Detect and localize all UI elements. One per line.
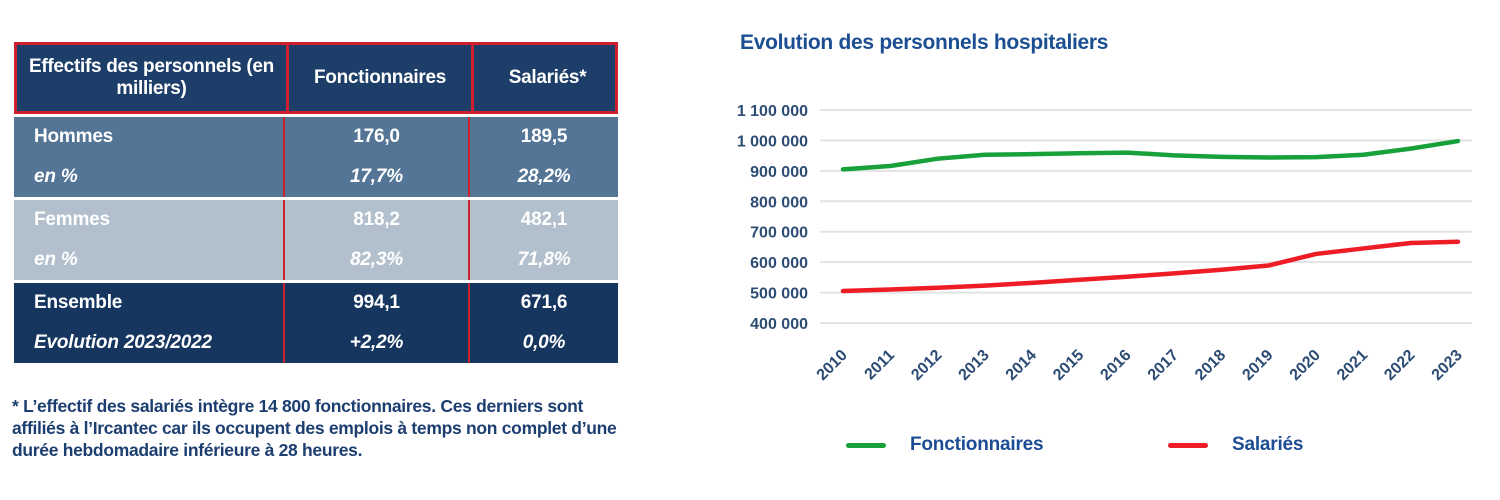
x-tick-label: 2021 — [1334, 347, 1371, 384]
legend-label-salaries: Salariés — [1232, 434, 1304, 455]
x-tick-label: 2019 — [1239, 347, 1276, 384]
row-value-fonctionnaires: 994,1 — [283, 283, 468, 323]
legend-swatch-salaries — [1168, 442, 1208, 448]
chart-title: Evolution des personnels hospitaliers — [740, 31, 1109, 54]
y-tick-label: 1 100 000 — [737, 103, 808, 120]
legend-item-salaries: Salariés — [1168, 434, 1303, 456]
row-label: Evolution 2023/2022 — [34, 332, 212, 353]
table-section-femmes: Femmes 818,2 482,1 en % 82,3% 71,8% — [14, 200, 618, 280]
y-tick-label: 700 000 — [750, 225, 808, 242]
x-tick-label: 2014 — [1003, 347, 1040, 384]
table-header-fonctionnaires: Fonctionnaires — [286, 45, 471, 111]
row-value-salaries: 71,8% — [468, 240, 618, 280]
table-header-effectifs: Effectifs des personnels (en milliers) — [28, 56, 274, 99]
table-row: en % 17,7% 28,2% — [14, 157, 618, 197]
row-value-salaries: 671,6 — [468, 283, 618, 323]
row-label: en % — [34, 166, 78, 187]
chart-area: 1 100 000 1 000 000 900 000 800 000 700 000 6… — [700, 88, 1490, 400]
table-section-hommes: Hommes 176,0 189,5 en % 17,7% 28,2% — [14, 117, 618, 197]
row-value-fonctionnaires: 818,2 — [283, 200, 468, 240]
y-tick-label: 400 000 — [750, 316, 808, 333]
y-tick-label: 1 000 000 — [737, 133, 808, 150]
row-value-fonctionnaires: 82,3% — [283, 240, 468, 280]
x-tick-label: 2020 — [1287, 347, 1324, 384]
legend-swatch-fonctionnaires — [846, 442, 886, 448]
y-tick-label: 600 000 — [750, 255, 808, 272]
y-tick-label: 900 000 — [750, 164, 808, 181]
row-label: Ensemble — [34, 292, 123, 313]
chart-svg: 1 100 000 1 000 000 900 000 800 000 700 000 6… — [737, 103, 1472, 384]
y-tick-label: 800 000 — [750, 194, 808, 211]
x-tick-label: 2016 — [1097, 347, 1134, 384]
table-footnote: * L’effectif des salariés intègre 14 800… — [12, 396, 617, 461]
table-header-row: Effectifs des personnels (en milliers) F… — [14, 42, 618, 114]
x-tick-label: 2012 — [908, 347, 945, 384]
x-tick-label: 2017 — [1145, 347, 1182, 384]
row-value-fonctionnaires: 176,0 — [283, 117, 468, 157]
row-value-salaries: 189,5 — [468, 117, 618, 157]
row-value-salaries: 0,0% — [468, 323, 618, 363]
y-tick-label: 500 000 — [750, 286, 808, 303]
table-row: Evolution 2023/2022 +2,2% 0,0% — [14, 323, 618, 363]
row-value-salaries: 482,1 — [468, 200, 618, 240]
x-tick-label: 2013 — [956, 347, 993, 384]
table-section-ensemble: Ensemble 994,1 671,6 Evolution 2023/2022… — [14, 283, 618, 363]
table-row: Femmes 818,2 482,1 — [14, 200, 618, 240]
table-row: Ensemble 994,1 671,6 — [14, 283, 618, 323]
row-label: Femmes — [34, 209, 110, 230]
x-tick-label: 2011 — [862, 347, 899, 384]
row-value-salaries: 28,2% — [468, 157, 618, 197]
series-line-salariés — [840, 239, 1461, 294]
row-label: en % — [34, 249, 78, 270]
row-value-fonctionnaires: +2,2% — [283, 323, 468, 363]
table-header-salaries: Salariés* — [471, 45, 621, 111]
x-tick-label: 2010 — [814, 347, 851, 384]
row-value-fonctionnaires: 17,7% — [283, 157, 468, 197]
legend-label-fonctionnaires: Fonctionnaires — [910, 434, 1044, 455]
x-tick-label: 2015 — [1050, 347, 1087, 384]
effectifs-table: Effectifs des personnels (en milliers) F… — [14, 42, 618, 363]
series-line-fonctionnaires — [840, 138, 1461, 172]
legend-item-fonctionnaires: Fonctionnaires — [846, 434, 1044, 456]
x-tick-label: 2023 — [1429, 347, 1466, 384]
table-row: en % 82,3% 71,8% — [14, 240, 618, 280]
x-tick-label: 2018 — [1192, 347, 1229, 384]
table-row: Hommes 176,0 189,5 — [14, 117, 618, 157]
row-label: Hommes — [34, 126, 114, 147]
x-tick-label: 2022 — [1381, 347, 1418, 384]
